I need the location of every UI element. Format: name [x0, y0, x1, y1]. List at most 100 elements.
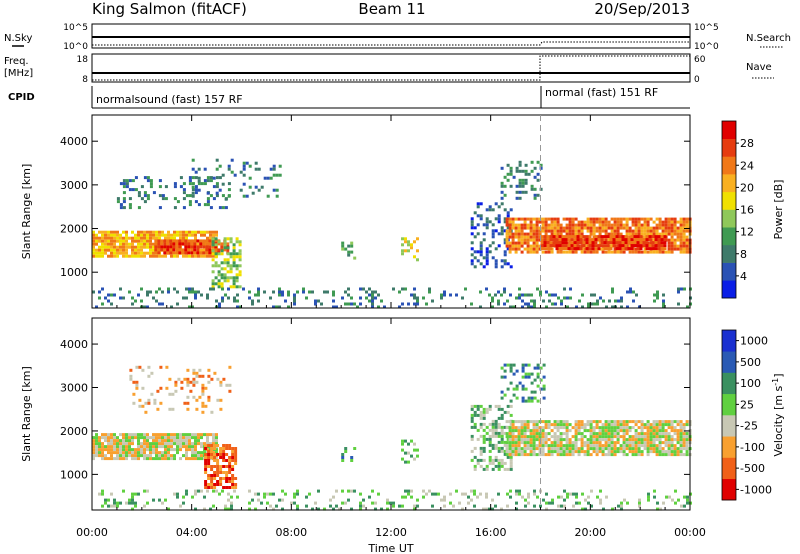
- velocity-colorbar-label: 1000: [740, 335, 768, 348]
- velocity-cell: [547, 438, 551, 442]
- power-cell: [377, 305, 380, 309]
- power-cell: [470, 302, 473, 306]
- power-cell: [296, 290, 299, 294]
- velocity-cell: [521, 495, 524, 499]
- velocity-cell: [589, 420, 593, 424]
- power-cell: [529, 229, 533, 233]
- velocity-cell: [682, 435, 686, 439]
- velocity-cell: [161, 445, 164, 449]
- power-cell: [104, 296, 107, 300]
- velocity-cell: [613, 420, 617, 424]
- velocity-cell: [640, 426, 644, 430]
- power-cell: [562, 217, 566, 221]
- velocity-cell: [470, 489, 473, 493]
- velocity-cell: [559, 453, 563, 457]
- power-cell: [554, 293, 557, 297]
- velocity-cell: [219, 398, 223, 402]
- power-cell: [636, 247, 640, 251]
- velocity-cell: [146, 454, 149, 458]
- velocity-cell: [167, 436, 170, 440]
- velocity-cell: [592, 432, 596, 436]
- power-cell: [637, 226, 641, 230]
- velocity-cell: [128, 445, 131, 449]
- velocity-cell: [631, 441, 635, 445]
- power-cell: [98, 296, 101, 300]
- velocity-cell: [219, 450, 223, 453]
- power-cell: [413, 293, 416, 297]
- power-cell: [172, 242, 176, 246]
- power-cell: [242, 167, 246, 171]
- power-cell: [667, 247, 671, 251]
- velocity-cell: [556, 426, 560, 430]
- power-cell: [658, 232, 662, 236]
- velocity-cell: [92, 439, 95, 443]
- freq-tick-bottom: 8: [82, 75, 88, 85]
- velocity-cell: [637, 435, 641, 439]
- power-cell: [227, 182, 231, 186]
- velocity-cell: [535, 420, 539, 424]
- velocity-cell: [631, 453, 635, 457]
- power-cell: [128, 203, 132, 207]
- power-cell: [536, 178, 540, 182]
- velocity-cell: [655, 429, 659, 433]
- velocity-cell: [473, 422, 477, 426]
- power-cell: [185, 254, 188, 258]
- power-cell: [530, 187, 534, 191]
- power-cell: [661, 232, 665, 236]
- velocity-cell: [509, 363, 513, 367]
- power-cell: [110, 236, 113, 240]
- velocity-cell: [413, 457, 416, 461]
- power-cell: [505, 223, 509, 227]
- velocity-cell: [679, 420, 683, 424]
- velocity-cell: [535, 435, 539, 439]
- velocity-cell: [673, 438, 677, 442]
- power-cell: [191, 182, 195, 186]
- velocity-cell: [685, 435, 689, 439]
- velocity-cell: [601, 435, 605, 439]
- power-cell: [178, 251, 182, 255]
- velocity-cell: [101, 451, 104, 455]
- velocity-cell: [529, 444, 533, 448]
- velocity-cell: [505, 447, 509, 451]
- velocity-cell: [508, 453, 512, 457]
- power-cell: [633, 241, 637, 245]
- power-cell: [673, 247, 677, 251]
- power-cell: [211, 240, 215, 244]
- velocity-cell: [207, 395, 211, 399]
- velocity-cell: [143, 451, 146, 455]
- velocity-cell: [138, 404, 142, 408]
- velocity-cell: [553, 423, 557, 427]
- power-cell: [179, 176, 183, 180]
- velocity-cell: [565, 432, 569, 436]
- velocity-cell: [517, 453, 521, 457]
- power-cell: [625, 226, 629, 230]
- power-cell: [526, 244, 530, 248]
- velocity-cell: [167, 507, 170, 511]
- velocity-cell: [476, 437, 480, 441]
- velocity-cell: [134, 448, 137, 452]
- power-cell: [196, 239, 200, 243]
- velocity-cell: [266, 501, 269, 505]
- power-cell: [278, 290, 281, 294]
- velocity-cell: [107, 436, 110, 440]
- power-cell: [648, 247, 652, 251]
- power-cell: [131, 296, 134, 300]
- power-cell: [567, 244, 571, 248]
- velocity-cell: [216, 462, 220, 465]
- power-cell: [479, 247, 483, 251]
- power-cell: [461, 296, 464, 300]
- velocity-cell: [539, 387, 543, 391]
- power-cell: [512, 305, 515, 309]
- velocity-cell: [586, 444, 590, 448]
- power-cell: [116, 239, 119, 243]
- power-cell: [530, 160, 534, 164]
- power-cell: [505, 217, 509, 221]
- velocity-cell: [655, 444, 659, 448]
- velocity-cell: [134, 501, 137, 505]
- power-cell: [676, 232, 680, 236]
- velocity-cell: [515, 507, 518, 511]
- power-cell: [503, 262, 507, 266]
- velocity-cell: [449, 501, 452, 505]
- power-cell: [217, 282, 221, 286]
- velocity-cell: [195, 374, 199, 378]
